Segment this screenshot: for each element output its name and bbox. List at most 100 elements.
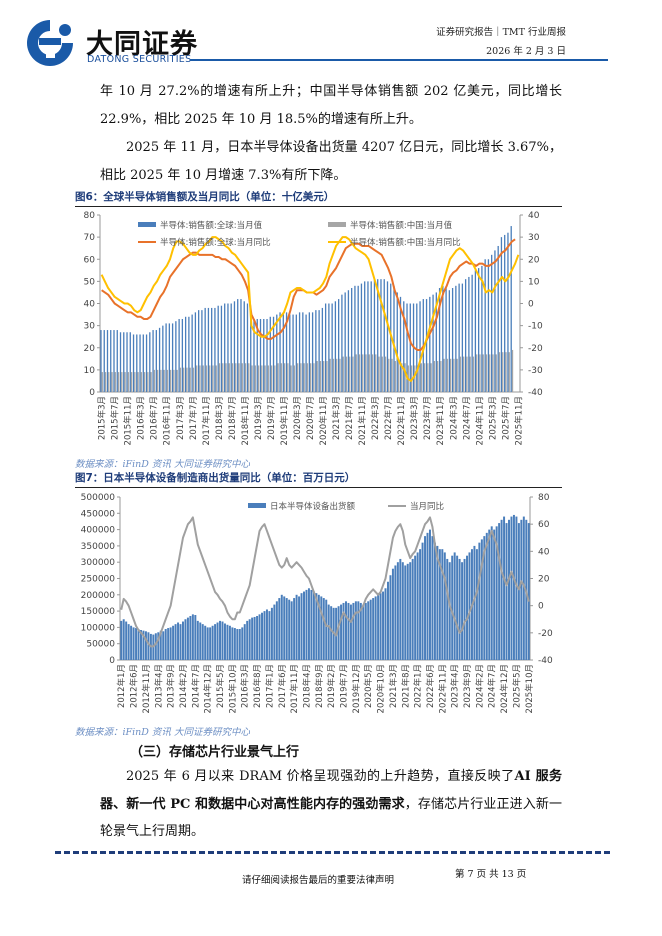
- bar: [504, 234, 506, 392]
- bar: [136, 334, 138, 392]
- bar: [453, 358, 455, 392]
- x-tick-label: 2022年3月: [370, 396, 381, 440]
- bar: [273, 604, 276, 660]
- y-tick-label: 500000: [81, 493, 116, 503]
- bar: [243, 624, 246, 660]
- bar: [450, 358, 452, 392]
- bar: [478, 268, 480, 392]
- bar: [153, 369, 156, 392]
- logo-subtext: DATONG SECURITIES: [87, 54, 192, 65]
- x-tick-label: 2015年3月: [97, 396, 108, 440]
- report-date: 2026 年 2 月 3 日: [486, 46, 566, 57]
- bar: [432, 294, 434, 392]
- x-tick-label: 2025年7月: [500, 396, 511, 440]
- page-number: 第 7 页 共 13 页: [455, 869, 527, 880]
- x-tick-label: 2024年3月: [448, 396, 459, 440]
- bar: [121, 372, 123, 392]
- bar: [399, 296, 402, 392]
- bar: [191, 614, 194, 660]
- x-tick-label: 2018年9月: [314, 664, 325, 708]
- bar: [347, 602, 350, 660]
- bar: [206, 627, 209, 660]
- bar: [507, 232, 509, 392]
- bar: [194, 312, 197, 392]
- bar: [143, 372, 146, 392]
- bar: [194, 615, 197, 660]
- bar: [222, 363, 224, 392]
- bar: [404, 363, 406, 392]
- bar: [488, 529, 491, 660]
- legend-label: 日本半导体设备出货额: [270, 501, 356, 512]
- bar: [401, 363, 403, 392]
- y2-tick-label: 0: [528, 300, 534, 310]
- bar: [342, 356, 344, 392]
- y-tick-label: 0: [89, 388, 95, 398]
- bar: [313, 363, 315, 392]
- bar: [438, 549, 441, 660]
- bar: [237, 299, 239, 392]
- x-tick-label: 2022年6月: [425, 664, 436, 708]
- bar: [411, 558, 414, 660]
- bar: [430, 363, 432, 392]
- bar: [352, 602, 355, 660]
- y-tick-label: 400000: [81, 526, 116, 536]
- x-tick-label: 2021年3月: [388, 664, 399, 708]
- bar: [201, 310, 203, 392]
- bar: [156, 369, 159, 392]
- bar: [240, 299, 242, 392]
- y2-tick-label: 80: [538, 493, 550, 503]
- bar: [480, 539, 483, 660]
- bar: [332, 358, 335, 392]
- bar: [272, 316, 275, 392]
- bar: [211, 307, 213, 392]
- footer-disclaimer: 请仔细阅读报告最后的重要法律声明: [242, 875, 395, 886]
- bar: [481, 265, 483, 392]
- bar: [373, 279, 376, 392]
- bar: [323, 361, 325, 392]
- figure-title: 图7：日本半导体设备制造商出货量同比（单位：百万日元）: [75, 470, 562, 488]
- bar: [453, 552, 456, 660]
- bar: [397, 361, 400, 392]
- bar: [101, 372, 103, 392]
- bar: [279, 312, 281, 392]
- bar: [476, 354, 478, 392]
- figure-title: 图6：全球半导体销售额及当月同比（单位：十亿美元）: [75, 189, 562, 207]
- y-tick-label: 50: [84, 277, 96, 287]
- bar: [178, 318, 180, 392]
- bar: [244, 363, 247, 392]
- y-tick-label: 150000: [81, 607, 116, 617]
- bar: [295, 594, 298, 660]
- bar: [280, 363, 282, 392]
- bar: [126, 332, 128, 392]
- x-tick-label: 2012年1月: [116, 664, 127, 708]
- x-tick-label: 2019年2月: [326, 664, 337, 708]
- bar: [298, 596, 301, 660]
- bar: [510, 226, 512, 392]
- bar: [440, 361, 442, 392]
- bar: [152, 330, 154, 392]
- legend-label: 半导体:销售额:全球:当月同比: [160, 237, 271, 248]
- x-tick-label: 2017年7月: [188, 396, 199, 440]
- bar: [231, 627, 234, 660]
- bar: [293, 598, 296, 660]
- bar: [235, 363, 237, 392]
- bar: [360, 283, 363, 392]
- bar: [443, 358, 445, 392]
- bar: [485, 354, 488, 392]
- x-tick-label: 2016年7月: [149, 396, 160, 440]
- y-tick-label: 80: [84, 211, 96, 221]
- bar: [425, 299, 428, 392]
- bar: [241, 363, 243, 392]
- x-tick-label: 2013年4月: [153, 664, 164, 708]
- bar: [228, 363, 230, 392]
- bar: [417, 365, 419, 392]
- bar: [139, 334, 141, 392]
- bar: [149, 332, 151, 392]
- bar: [426, 532, 429, 660]
- bar: [466, 555, 469, 660]
- y2-tick-label: -40: [538, 656, 553, 666]
- bar: [277, 363, 279, 392]
- bar: [202, 365, 204, 392]
- bar: [183, 367, 185, 392]
- bar: [367, 601, 370, 660]
